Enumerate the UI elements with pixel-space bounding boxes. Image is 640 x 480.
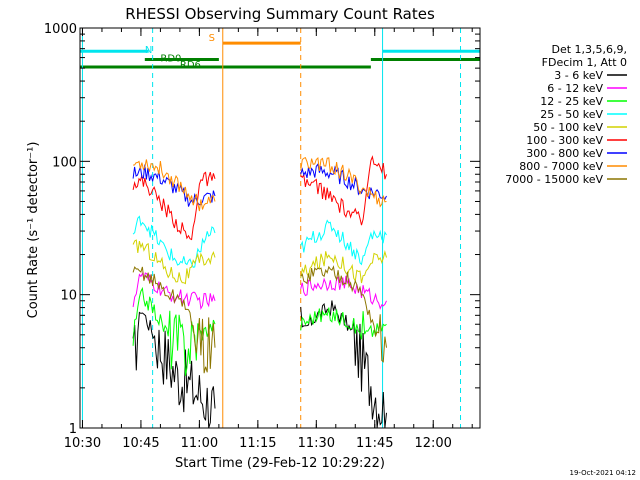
series-line [300,155,387,226]
series-line [300,249,387,284]
state-bars [80,41,480,69]
x-tick-label: 11:00 [181,436,218,451]
plot-frame [79,27,481,429]
x-tick-label: 11:30 [298,436,335,451]
legend-label: 3 - 6 keV [554,69,603,82]
chart-title: RHESSI Observing Summary Count Rates [125,5,435,23]
series-line [133,159,216,212]
series-line [132,286,216,376]
x-tick-label: 10:45 [122,436,159,451]
series-line [300,275,387,310]
x-tick-label: 11:15 [239,436,276,451]
legend-label: 50 - 100 keV [533,121,603,134]
y-tick-label: 10 [60,289,77,304]
state-label: N [145,45,152,56]
y-tick-label: 1 [69,422,77,437]
y-axis: 1 10 100 1000 [44,22,480,437]
state-label: S [209,33,215,44]
series-line [132,171,216,241]
legend-label: 6 - 12 keV [547,82,603,95]
series-line [300,156,387,208]
series-line [300,162,387,201]
y-axis-label: Count Rate (s⁻¹ detector⁻¹) [26,142,41,319]
x-tick-label: 12:00 [414,436,451,451]
legend-label: 100 - 300 keV [526,134,603,147]
data-series [132,155,387,429]
legend-label: 25 - 50 keV [540,108,603,121]
legend-label: 12 - 25 keV [540,95,603,108]
series-line [300,265,387,363]
generation-timestamp: 19-Oct-2021 04:12 [570,469,636,477]
x-tick-label: 10:30 [64,436,101,451]
legend-label: 7000 - 15000 keV [505,173,603,186]
state-label: RD6 [180,60,201,71]
x-axis-label: Start Time (29-Feb-12 10:29:22) [175,456,385,471]
series-line [132,311,216,429]
series-line [132,215,216,268]
legend-header: Det 1,3,5,6,9, [551,43,627,56]
series-line [300,307,387,340]
legend-label: 300 - 800 keV [526,147,603,160]
legend-label: 800 - 7000 keV [519,160,603,173]
series-line [300,219,387,266]
y-tick-label: 1000 [44,22,77,37]
x-tick-label: 11:45 [356,436,393,451]
x-axis: 10:30 10:45 11:00 11:15 11:30 11:45 12:00 [64,28,473,451]
y-tick-label: 100 [52,155,77,170]
series-line [132,239,216,285]
legend-header: FDecim 1, Att 0 [542,56,627,69]
legend: Det 1,3,5,6,9,FDecim 1, Att 03 - 6 keV6 … [505,43,627,186]
series-line [132,266,216,374]
state-label: RD0 [160,54,181,65]
